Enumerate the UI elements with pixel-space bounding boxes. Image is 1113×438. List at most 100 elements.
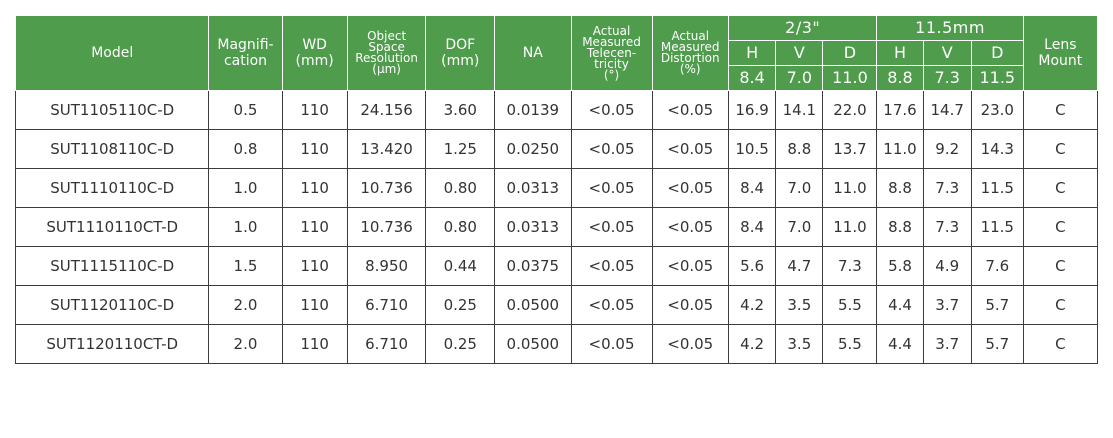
cell-wd: 110 [281, 207, 348, 247]
cell-sensor-b-h: 4.4 [876, 285, 924, 325]
header-dof: DOF (mm) [425, 15, 496, 91]
cell-sensor-a-h: 10.5 [727, 129, 777, 169]
header-resolution: Object Space Resolution (μm) [346, 15, 427, 91]
cell-sensor-a-d: 11.0 [822, 207, 878, 247]
cell-sensor-a-v: 14.1 [775, 90, 824, 130]
cell-lens-mount: C [1022, 90, 1099, 130]
cell-sensor-a-h: 8.4 [727, 207, 777, 247]
cell-wd: 110 [281, 246, 348, 286]
cell-model: SUT1110110C-D [14, 168, 210, 208]
cell-sensor-a-d: 11.0 [822, 168, 878, 208]
cell-sensor-a-v: 3.5 [775, 285, 824, 325]
cell-dof: 0.44 [425, 246, 496, 286]
cell-dof: 0.80 [425, 168, 496, 208]
cell-sensor-a-v: 7.0 [775, 168, 824, 208]
cell-sensor-a-h: 16.9 [727, 90, 777, 130]
cell-resolution: 6.710 [346, 285, 427, 325]
cell-telecentricity: <0.05 [570, 168, 653, 208]
cell-sensor-b-v: 4.9 [922, 246, 972, 286]
cell-telecentricity: <0.05 [570, 285, 653, 325]
cell-sensor-b-d: 11.5 [970, 168, 1024, 208]
cell-sensor-b-d: 11.5 [970, 207, 1024, 247]
cell-sensor-b-d: 23.0 [970, 90, 1024, 130]
cell-sensor-a-v: 4.7 [775, 246, 824, 286]
cell-sensor-a-v: 7.0 [775, 207, 824, 247]
header-lens-mount: Lens Mount [1022, 15, 1099, 91]
cell-model: SUT1120110C-D [14, 285, 210, 325]
header-sensor-2-3: 2/3" [727, 15, 878, 41]
header-sensor-a-d: D [822, 40, 878, 66]
cell-sensor-b-h: 4.4 [876, 324, 924, 364]
cell-dof: 0.80 [425, 207, 496, 247]
cell-sensor-a-d: 7.3 [822, 246, 878, 286]
cell-na: 0.0375 [494, 246, 572, 286]
cell-distortion: <0.05 [651, 168, 729, 208]
table-row: SUT1105110C-D 0.5 110 24.156 3.60 0.0139 <0.05… [14, 90, 1099, 130]
cell-na: 0.0500 [494, 324, 572, 364]
cell-magnification: 2.0 [208, 324, 283, 364]
header-sensor-b-d-size: 11.5 [970, 65, 1024, 91]
cell-sensor-a-d: 5.5 [822, 285, 878, 325]
cell-distortion: <0.05 [651, 207, 729, 247]
header-sensor-b-d: D [970, 40, 1024, 66]
cell-sensor-a-v: 3.5 [775, 324, 824, 364]
cell-sensor-a-h: 4.2 [727, 324, 777, 364]
header-telecentricity: Actual Measured Telecen-tricity (°) [570, 15, 653, 91]
cell-sensor-a-d: 22.0 [822, 90, 878, 130]
cell-sensor-a-v: 8.8 [775, 129, 824, 169]
cell-sensor-a-h: 5.6 [727, 246, 777, 286]
cell-sensor-b-d: 5.7 [970, 285, 1024, 325]
header-magnification: Magnifi-cation [208, 15, 283, 91]
cell-distortion: <0.05 [651, 129, 729, 169]
table-body: SUT1105110C-D 0.5 110 24.156 3.60 0.0139 <0.05… [14, 90, 1099, 364]
cell-wd: 110 [281, 324, 348, 364]
cell-sensor-b-h: 8.8 [876, 207, 924, 247]
cell-resolution: 6.710 [346, 324, 427, 364]
cell-sensor-a-d: 5.5 [822, 324, 878, 364]
cell-distortion: <0.05 [651, 324, 729, 364]
cell-sensor-b-h: 8.8 [876, 168, 924, 208]
cell-magnification: 0.8 [208, 129, 283, 169]
cell-resolution: 10.736 [346, 207, 427, 247]
cell-distortion: <0.05 [651, 285, 729, 325]
cell-sensor-b-d: 14.3 [970, 129, 1024, 169]
cell-na: 0.0500 [494, 285, 572, 325]
cell-resolution: 8.950 [346, 246, 427, 286]
cell-magnification: 1.0 [208, 207, 283, 247]
cell-telecentricity: <0.05 [570, 129, 653, 169]
cell-distortion: <0.05 [651, 90, 729, 130]
cell-wd: 110 [281, 285, 348, 325]
cell-telecentricity: <0.05 [570, 207, 653, 247]
table-row: SUT1120110CT-D 2.0 110 6.710 0.25 0.0500 <0.05… [14, 324, 1099, 364]
cell-model: SUT1105110C-D [14, 90, 210, 130]
cell-sensor-a-h: 8.4 [727, 168, 777, 208]
cell-sensor-b-v: 14.7 [922, 90, 972, 130]
table-row: SUT1110110CT-D 1.0 110 10.736 0.80 0.0313 <0.0… [14, 207, 1099, 247]
cell-sensor-b-v: 9.2 [922, 129, 972, 169]
cell-lens-mount: C [1022, 246, 1099, 286]
header-wd: WD (mm) [281, 15, 348, 91]
cell-model: SUT1108110C-D [14, 129, 210, 169]
cell-resolution: 13.420 [346, 129, 427, 169]
cell-wd: 110 [281, 90, 348, 130]
cell-resolution: 24.156 [346, 90, 427, 130]
header-sensor-a-d-size: 11.0 [822, 65, 878, 91]
cell-sensor-b-h: 11.0 [876, 129, 924, 169]
table-row: SUT1120110C-D 2.0 110 6.710 0.25 0.0500 <0.05 <… [14, 285, 1099, 325]
cell-dof: 0.25 [425, 324, 496, 364]
cell-magnification: 2.0 [208, 285, 283, 325]
header-sensor-11-5mm: 11.5mm [876, 15, 1024, 41]
header-sensor-a-h-size: 8.4 [727, 65, 777, 91]
header-model: Model [14, 15, 210, 91]
cell-magnification: 1.0 [208, 168, 283, 208]
cell-distortion: <0.05 [651, 246, 729, 286]
cell-sensor-b-h: 5.8 [876, 246, 924, 286]
cell-model: SUT1115110C-D [14, 246, 210, 286]
cell-lens-mount: C [1022, 285, 1099, 325]
cell-dof: 3.60 [425, 90, 496, 130]
cell-lens-mount: C [1022, 129, 1099, 169]
header-sensor-a-h: H [727, 40, 777, 66]
cell-telecentricity: <0.05 [570, 246, 653, 286]
table-row: SUT1108110C-D 0.8 110 13.420 1.25 0.0250 <0.05… [14, 129, 1099, 169]
header-sensor-a-v-size: 7.0 [775, 65, 824, 91]
